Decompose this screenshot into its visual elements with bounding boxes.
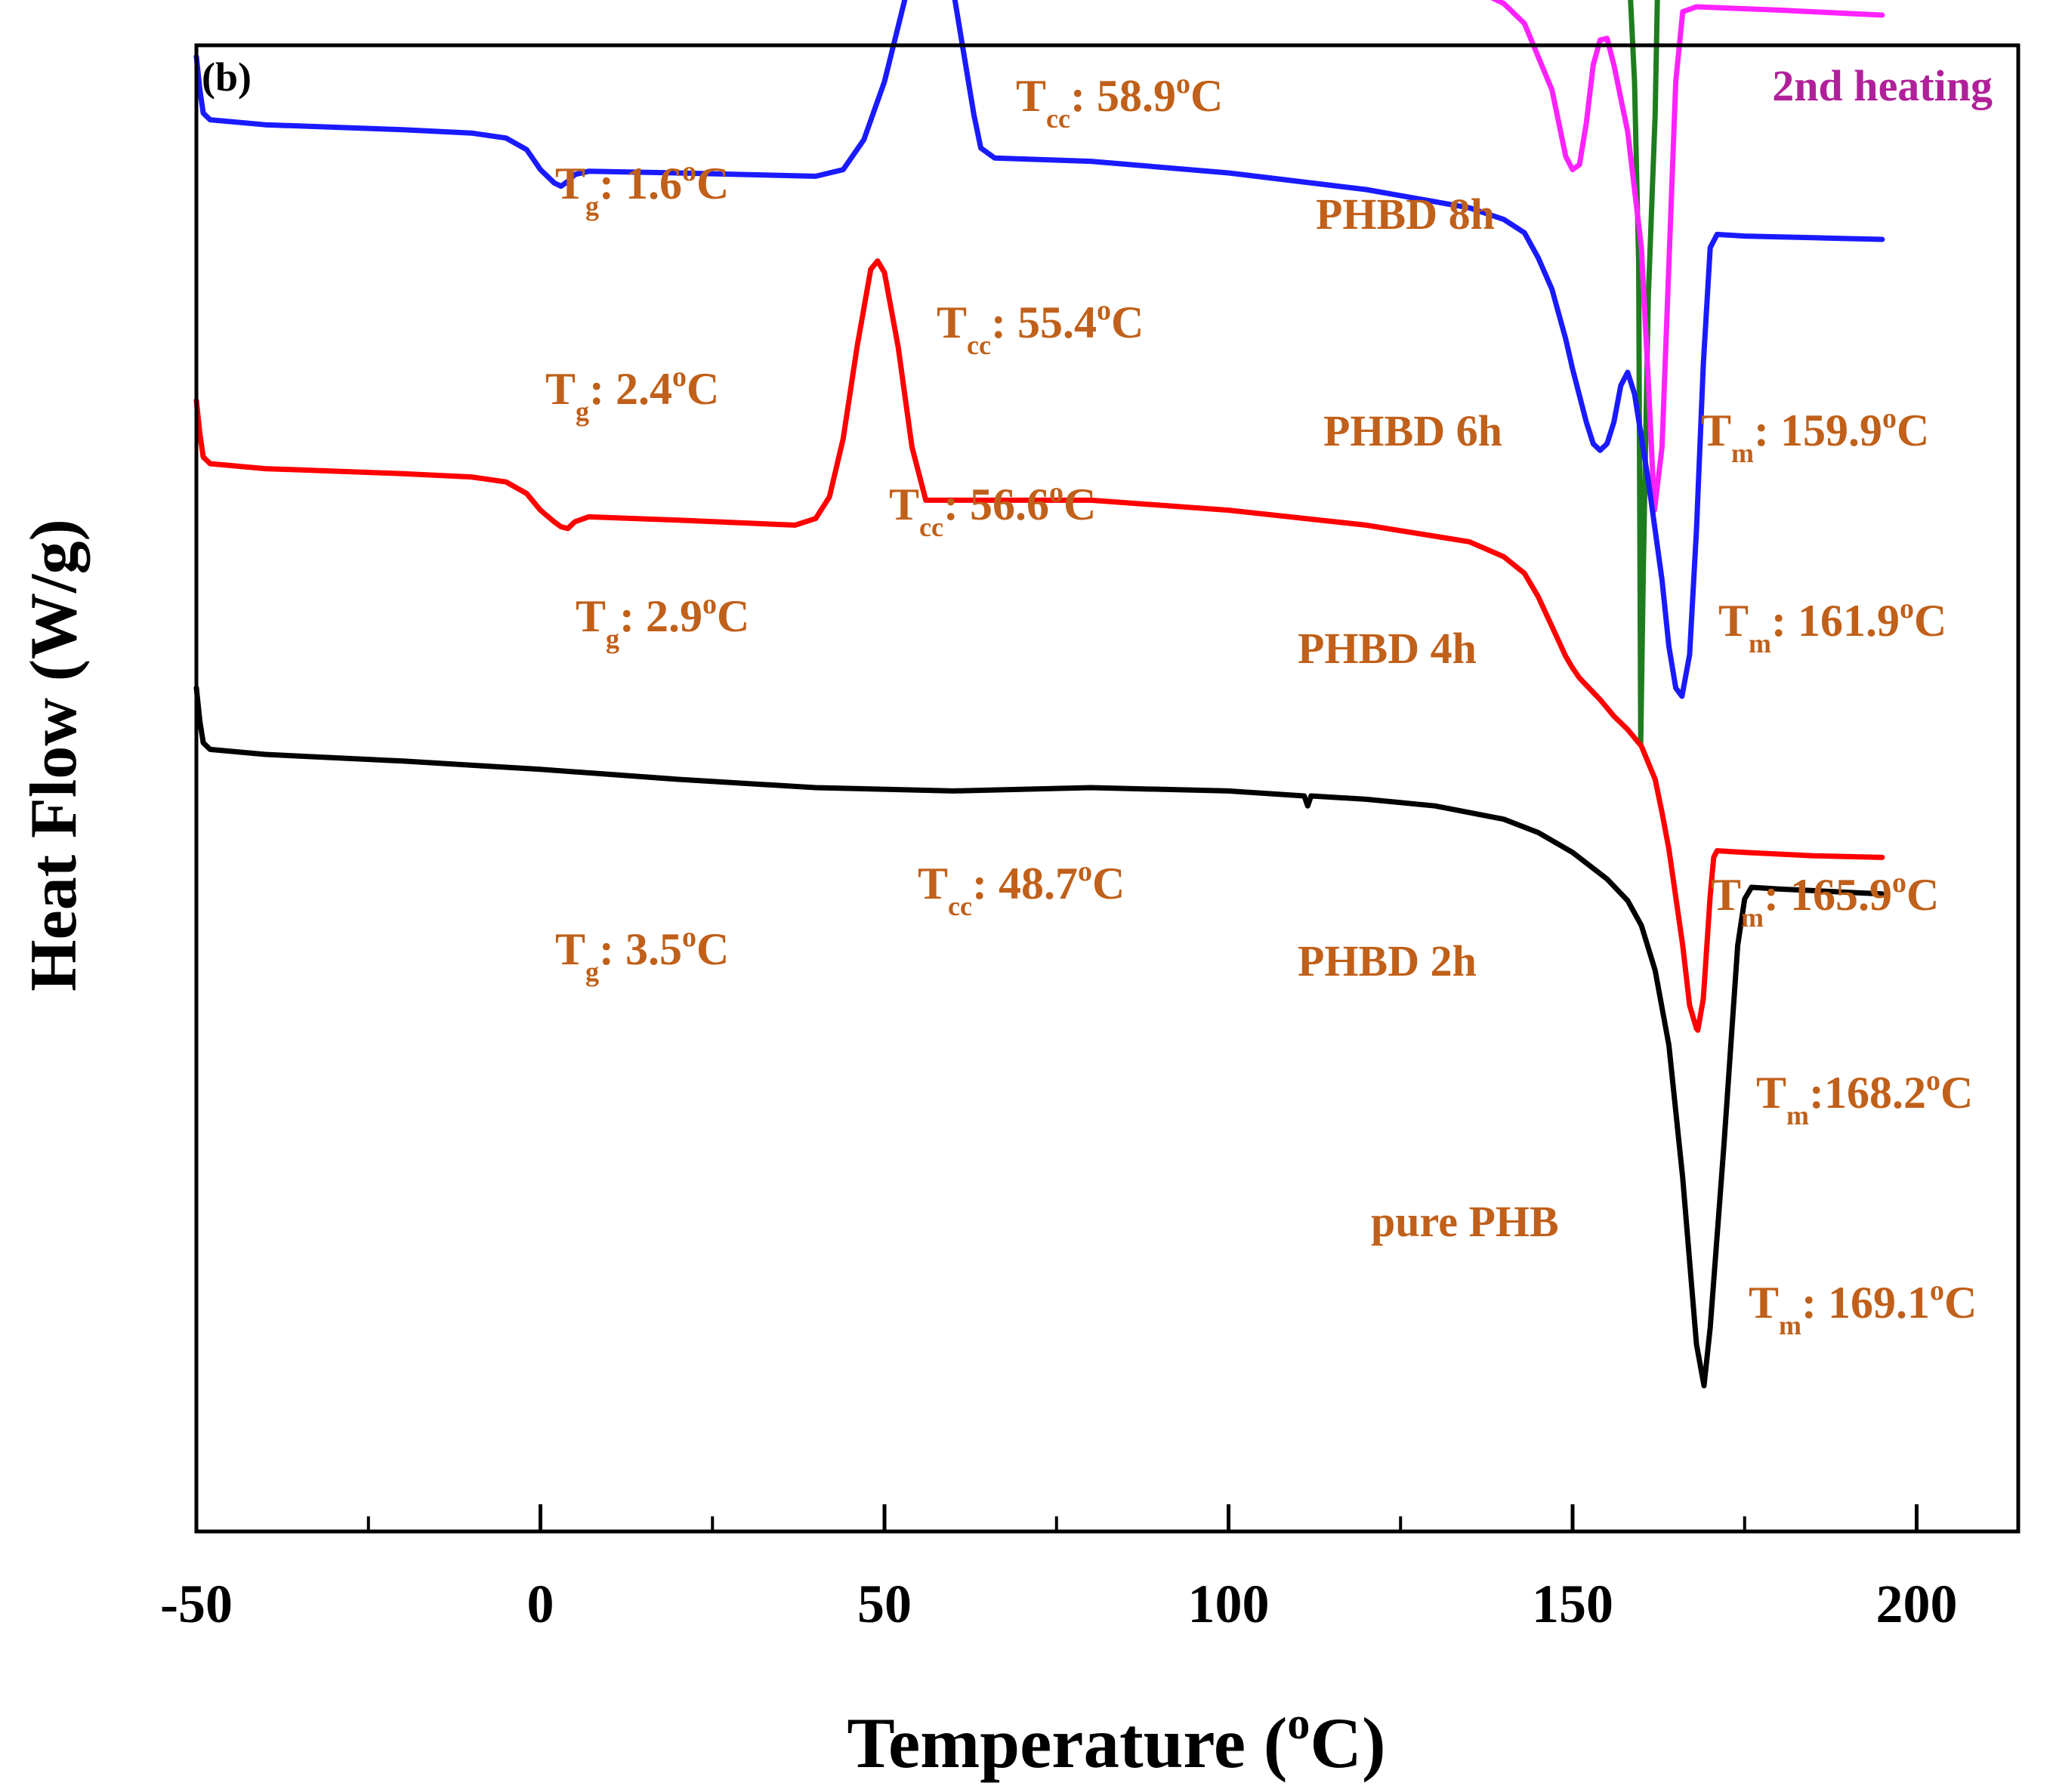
- annotation-name-6h: PHBD 6h: [1323, 406, 1502, 455]
- annotation-tcc-8h: Tcc: 58.9oC: [1016, 68, 1223, 134]
- annotation-tm-2h: Tm:168.2oC: [1756, 1065, 1973, 1130]
- curve-phbd-4h: [193, 0, 1885, 699]
- annotation-name-4h: PHBD 4h: [1298, 624, 1477, 673]
- chart-title: 2nd heating: [1772, 61, 1993, 110]
- curve-pure-phb: [193, 685, 1885, 1389]
- annotation-tcc-4h: Tcc: 56.6oC: [889, 477, 1096, 542]
- x-axis-label-degree: o: [1287, 1698, 1310, 1748]
- annotation-tg-8h: Tg: 1.6oC: [555, 156, 729, 221]
- x-tick-label: 0: [527, 1574, 554, 1634]
- annotation-tg-4h: Tg: 2.9oC: [576, 588, 749, 654]
- plot-frame: [194, 43, 2020, 1534]
- annotation-name-phb: pure PHB: [1371, 1197, 1559, 1246]
- annotation-tm-phb: Tm: 169.1oC: [1749, 1275, 1977, 1340]
- x-axis-label: Temperature (oC): [847, 1698, 1385, 1783]
- annotation-tcc-6h: Tcc: 55.4oC: [937, 295, 1144, 360]
- annotation-tg-2h: Tg: 3.5oC: [555, 921, 729, 987]
- x-axis-label-unit: C): [1310, 1703, 1385, 1783]
- annotation-tm-4h: Tm: 165.9oC: [1711, 867, 1939, 933]
- annotation-name-8h: PHBD 8h: [1316, 190, 1495, 239]
- x-ticks-layer: -50 0 50 100 150 200: [160, 1504, 1958, 1634]
- curve-phbd-2h: [193, 258, 1885, 1033]
- x-tick-label: -50: [160, 1574, 233, 1634]
- x-tick-label: 50: [857, 1574, 912, 1634]
- annotation-tm-8h: Tm: 159.9oC: [1701, 403, 1929, 468]
- x-tick-label: 200: [1876, 1574, 1958, 1634]
- panel-label: (b): [202, 54, 252, 100]
- curves-layer: [193, 0, 1885, 1389]
- annotation-tm-6h: Tm: 161.9oC: [1718, 593, 1946, 659]
- y-axis-label: Heat Flow (W/g): [17, 519, 91, 992]
- annotation-tcc-2h: Tcc: 48.7oC: [918, 856, 1125, 921]
- x-axis-label-text: Temperature (: [847, 1703, 1287, 1783]
- annotation-tg-6h: Tg: 2.4oC: [545, 361, 719, 427]
- x-tick-label: 150: [1532, 1574, 1613, 1634]
- curve-phbd-6h: [1490, 0, 1885, 514]
- annotations-layer: Tcc: 58.9oC Tg: 1.6oC Tcc: 55.4oC Tg: 2.4oC…: [545, 68, 1977, 1340]
- x-tick-label: 100: [1188, 1574, 1270, 1634]
- annotation-name-2h: PHBD 2h: [1298, 936, 1477, 985]
